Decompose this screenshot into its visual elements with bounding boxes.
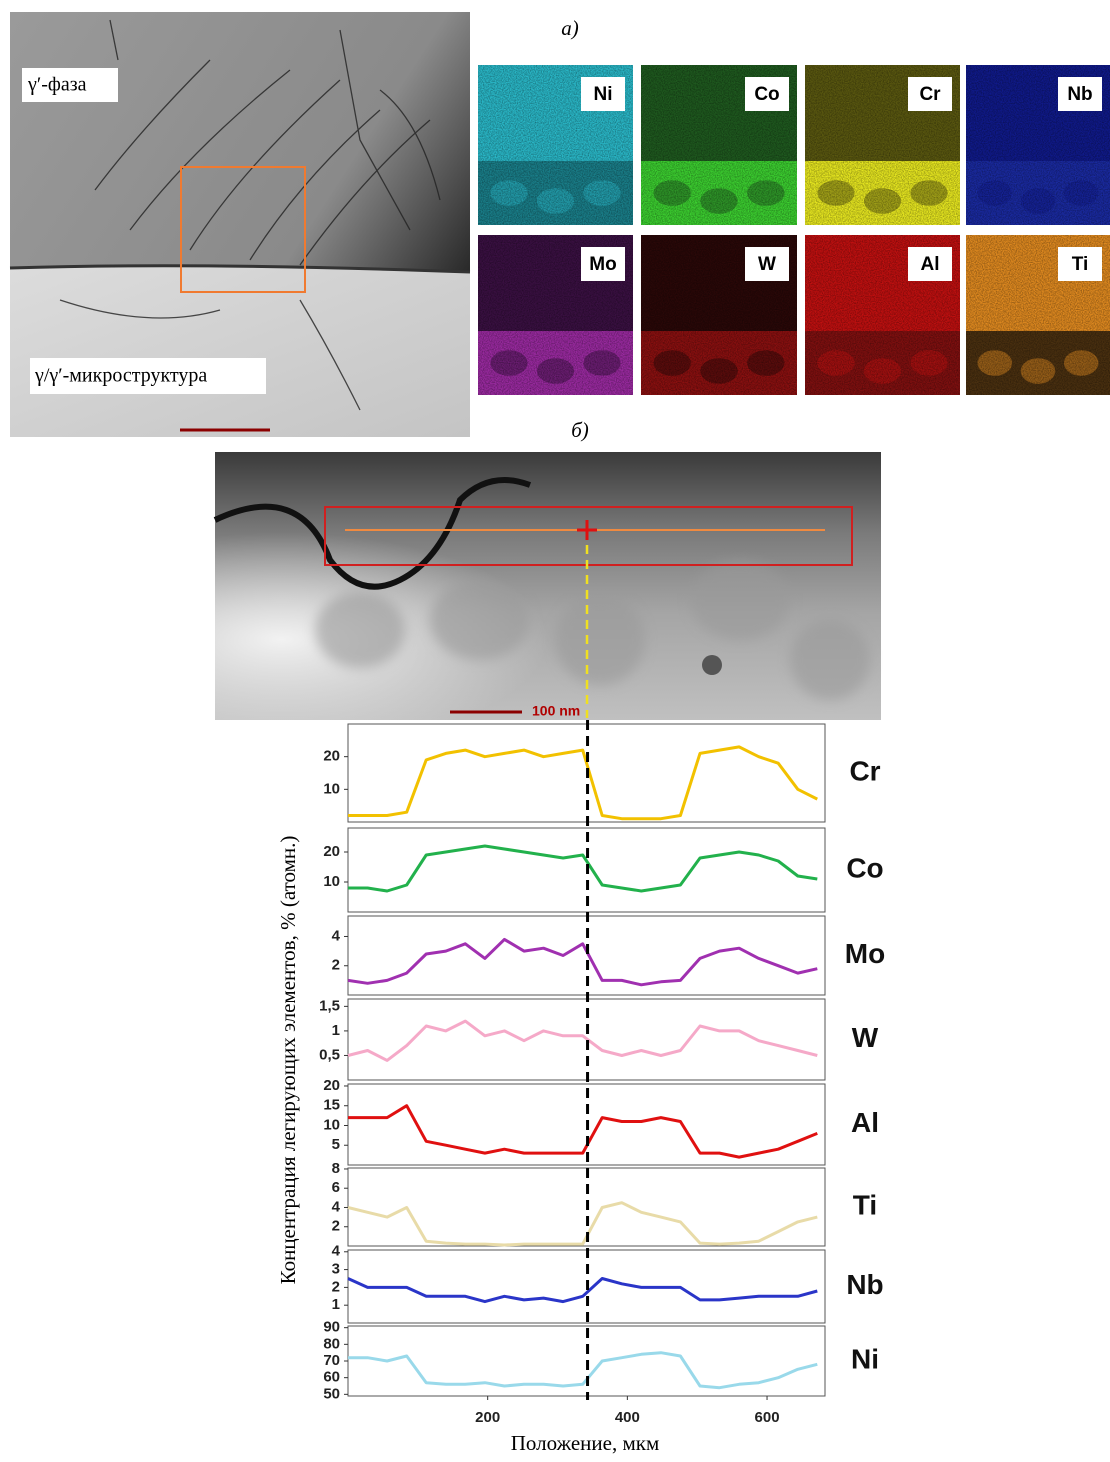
- tem-label: γ/γ′-микроструктура: [34, 365, 207, 387]
- y-tick-label: 2: [332, 957, 340, 974]
- map-label: Co: [754, 84, 779, 105]
- scale-bar-label: 100 nm: [532, 703, 580, 719]
- profiles: 10 20 Cr 10 20 Co 2 4 Mo 0,5 1 1,5 W 5 10 15 20 Al 2 4 6 8 Ti 1…: [319, 720, 885, 1426]
- panel-label: а): [561, 16, 579, 40]
- y-tick-label: 0,5: [319, 1046, 340, 1063]
- y-tick-label: 1: [332, 1022, 340, 1039]
- y-tick-label: 2: [332, 1278, 340, 1295]
- map-label: Ni: [594, 84, 613, 105]
- y-tick-label: 10: [323, 780, 340, 797]
- y-tick-label: 10: [323, 1116, 340, 1133]
- element-label: Mo: [845, 938, 885, 969]
- figure: γ′-фаза γ/γ′-микроструктура а) Ni Co Cr Nb M…: [0, 0, 1110, 1457]
- x-axis-label: Положение, мкм: [511, 1431, 659, 1455]
- y-tick-label: 50: [323, 1385, 340, 1402]
- y-tick-label: 3: [332, 1261, 340, 1278]
- y-tick-label: 20: [323, 748, 340, 765]
- page: γ′-фаза γ/γ′-микроструктура а) Ni Co Cr Nb M…: [0, 0, 1110, 1462]
- y-tick-label: 20: [323, 843, 340, 860]
- y-tick-label: 6: [332, 1179, 340, 1196]
- y-tick-label: 90: [323, 1319, 340, 1336]
- y-tick-label: 15: [323, 1097, 340, 1114]
- y-tick-label: 4: [332, 1243, 341, 1260]
- x-tick-label: 400: [615, 1409, 640, 1426]
- element-label: Nb: [846, 1269, 883, 1300]
- y-tick-label: 60: [323, 1369, 340, 1386]
- y-tick-label: 8: [332, 1160, 340, 1177]
- y-tick-label: 1,5: [319, 997, 340, 1014]
- map-label: Al: [921, 254, 940, 275]
- y-tick-label: 5: [332, 1136, 340, 1153]
- y-axis-label: Концентрация легирующих элементов, % (ат…: [276, 836, 300, 1285]
- stem-image: 100 nm: [215, 452, 881, 720]
- element-label: Co: [846, 852, 883, 883]
- element-label: W: [852, 1022, 879, 1053]
- x-tick-label: 200: [475, 1409, 500, 1426]
- element-label: Cr: [849, 755, 880, 786]
- y-tick-label: 80: [323, 1335, 340, 1352]
- map-label: Mo: [589, 254, 616, 275]
- tem-label: γ′-фаза: [27, 74, 87, 96]
- element-maps: Ni Co Cr Nb Mo W Al Ti: [478, 65, 1110, 395]
- map-label: Nb: [1067, 84, 1092, 105]
- y-tick-label: 4: [332, 927, 341, 944]
- element-label: Ni: [851, 1343, 879, 1374]
- y-tick-label: 1: [332, 1296, 340, 1313]
- element-label: Ti: [853, 1189, 877, 1220]
- element-label: Al: [851, 1107, 879, 1138]
- tem-image: γ′-фаза γ/γ′-микроструктура: [10, 12, 470, 437]
- x-tick-label: 600: [755, 1409, 780, 1426]
- y-tick-label: 2: [332, 1218, 340, 1235]
- map-label: W: [758, 254, 776, 275]
- y-tick-label: 4: [332, 1198, 341, 1215]
- map-label: Ti: [1072, 254, 1089, 275]
- map-label: Cr: [919, 84, 941, 105]
- panel-label: б): [571, 418, 589, 442]
- y-tick-label: 70: [323, 1352, 340, 1369]
- y-tick-label: 10: [323, 873, 340, 890]
- y-tick-label: 20: [323, 1077, 340, 1094]
